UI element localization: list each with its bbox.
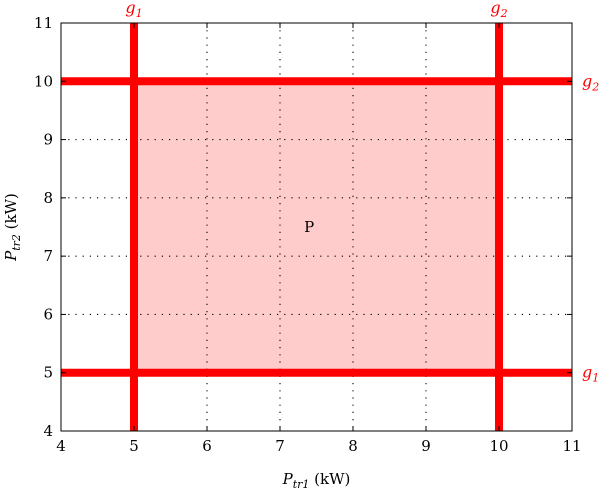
constraint-label-main: g [125, 0, 135, 17]
constraint-label: g2 [582, 71, 599, 93]
x-tick-label: 5 [129, 437, 139, 455]
constraint-label-sub: 1 [136, 7, 143, 20]
y-axis-title-unit: (kW) [2, 193, 20, 234]
x-tick-label: 7 [275, 437, 285, 455]
y-axis-title: Ptr2 (kW) [2, 193, 23, 262]
y-tick-label: 9 [43, 131, 53, 149]
x-tick-label: 8 [348, 437, 358, 455]
y-tick-label: 4 [43, 422, 53, 440]
y-tick-labels: 4 5 6 7 8 9 10 11 [34, 14, 53, 440]
constraint-label: g1 [125, 0, 142, 20]
y-tick-label: 11 [34, 14, 53, 32]
x-axis-title-unit: (kW) [309, 470, 350, 488]
constraint-label-main: g [490, 0, 500, 17]
y-axis-title-sub: tr2 [10, 234, 23, 251]
y-tick-label: 7 [43, 247, 53, 265]
constraint-label: g1 [582, 363, 599, 385]
y-tick-label: 5 [43, 364, 53, 382]
constraint-lines [61, 23, 572, 431]
x-tick-labels: 4 5 6 7 8 9 10 11 [56, 437, 581, 455]
constraint-label-sub: 2 [591, 80, 599, 93]
constraint-label-sub: 1 [592, 372, 599, 385]
region-layer [134, 81, 499, 373]
feasible-region [134, 81, 499, 373]
x-tick-label: 9 [421, 437, 431, 455]
constraint-label-sub: 2 [500, 7, 508, 20]
tick-marks [60, 22, 573, 432]
x-tick-label: 10 [489, 437, 508, 455]
y-axis-title-main: P [2, 250, 20, 262]
x-axis-title: Ptr1 (kW) [282, 470, 351, 491]
y-tick-label: 10 [34, 72, 53, 90]
y-tick-label: 6 [43, 305, 53, 323]
plot-frame [60, 22, 573, 432]
x-tick-label: 6 [202, 437, 212, 455]
constraint-label: g2 [490, 0, 507, 20]
x-axis-title-main: P [282, 470, 294, 488]
x-axis-title-sub: tr1 [293, 478, 310, 491]
y-tick-label: 8 [43, 189, 53, 207]
region-label: P [304, 218, 314, 236]
constraint-label-main: g [582, 363, 592, 382]
constraint-label-main: g [582, 71, 592, 90]
x-tick-label: 4 [56, 437, 66, 455]
x-tick-label: 11 [562, 437, 581, 455]
